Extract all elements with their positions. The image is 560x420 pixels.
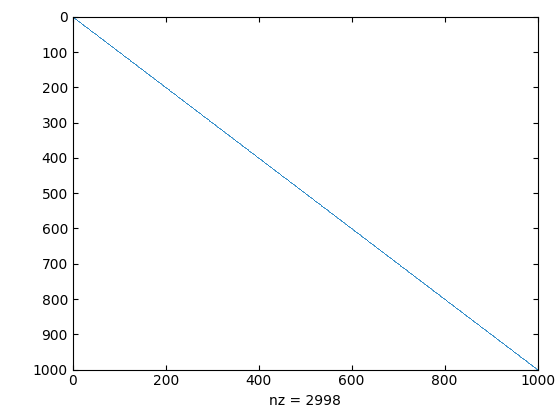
X-axis label: nz = 2998: nz = 2998 xyxy=(269,394,341,408)
